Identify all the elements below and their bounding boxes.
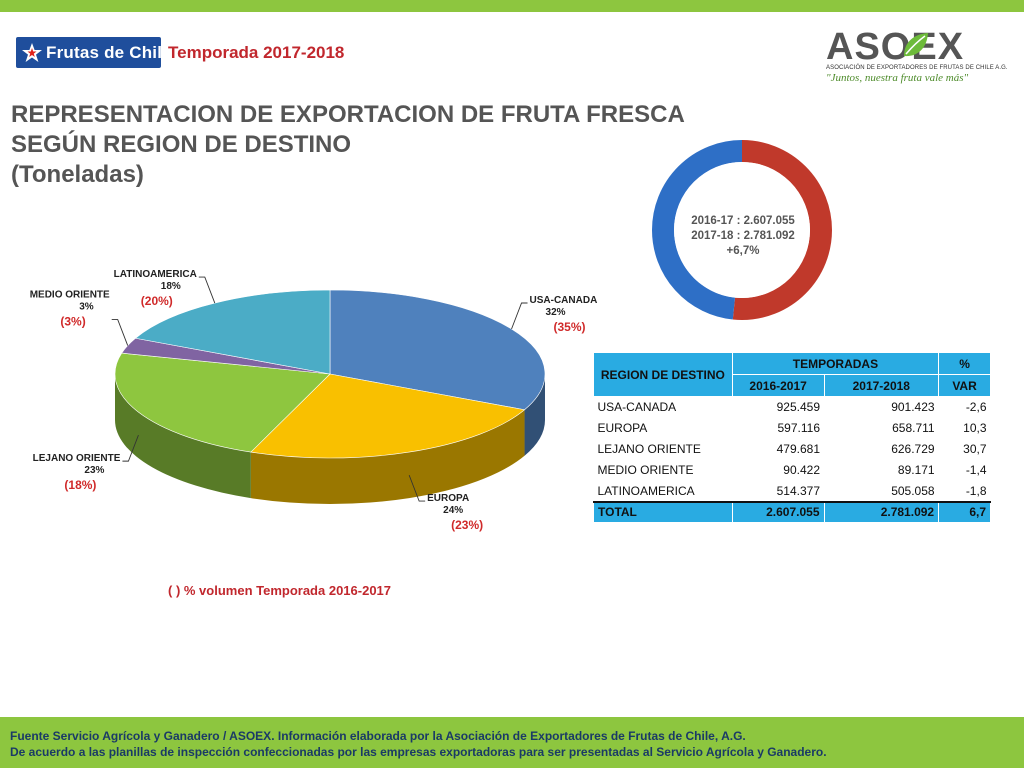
cell-region: USA-CANADA bbox=[597, 400, 677, 415]
table-total-row: TOTAL 2.607.055 2.781.092 6,7 bbox=[593, 500, 991, 523]
pie-label-latinoamerica: LATINOAMERICA bbox=[114, 269, 197, 280]
title-line-3: (Toneladas) bbox=[11, 161, 144, 188]
donut-summary: 2016-17 : 2.607.055 2017-18 : 2.781.092 … bbox=[648, 214, 838, 259]
header-var: VAR bbox=[938, 374, 991, 397]
cell-2017: 505.058 bbox=[891, 483, 935, 498]
cell-2016: 479.681 bbox=[776, 442, 820, 456]
table-row: EUROPA 597.116 658.711 10,3 bbox=[594, 418, 991, 439]
cell-region: LATINOAMERICA bbox=[597, 483, 695, 498]
leaf-icon bbox=[904, 33, 928, 57]
donut-hole bbox=[674, 162, 810, 298]
footer-source: Fuente Servicio Agrícola y Ganadero / AS… bbox=[10, 729, 746, 743]
pie-value-usa-canada: 32% bbox=[546, 307, 566, 318]
pie-previous-latinoamerica: (20%) bbox=[141, 294, 173, 308]
cell-2017: 658.711 bbox=[892, 421, 935, 435]
table-row: MEDIO ORIENTE 90.422 89.171 -1,4 bbox=[594, 460, 991, 481]
cell-2016: 925.459 bbox=[776, 400, 820, 415]
pie-slice-usa-canada bbox=[329, 289, 546, 411]
pie-previous-medio-oriente: (3%) bbox=[60, 315, 85, 329]
header-2017: 2017-2018 bbox=[823, 374, 940, 397]
cell-2016: 90.422 bbox=[783, 463, 820, 477]
cell-2016: 597.116 bbox=[777, 421, 821, 435]
pie-value-lejano-oriente: 23% bbox=[84, 465, 104, 476]
asoex-subtitle: ASOCIACIÓN DE EXPORTADORES DE FRUTAS DE … bbox=[826, 65, 1008, 71]
frutas-de-chile-logo: Frutas de Chile bbox=[16, 37, 161, 68]
season-donut-chart bbox=[652, 140, 832, 320]
cell-var: -1,4 bbox=[965, 463, 987, 477]
cell-var: -1,8 bbox=[965, 483, 987, 498]
table-row: LATINOAMERICA 514.377 505.058 -1,8 bbox=[594, 481, 991, 502]
region-table: REGION DE DESTINO TEMPORADAS % 2016-2017… bbox=[593, 352, 991, 523]
pie-leader-line bbox=[122, 434, 139, 462]
header-2016: 2016-2017 bbox=[731, 374, 825, 397]
pie-value-latinoamerica: 18% bbox=[161, 281, 181, 292]
pie-slice-europa bbox=[250, 373, 526, 459]
asoex-logo: ASOEX ASOCIACIÓN DE EXPORTADORES DE FRUT… bbox=[822, 26, 1008, 90]
page-title: REPRESENTACION DE EXPORTACION DE FRUTA F… bbox=[11, 100, 685, 190]
pie-value-medio-oriente: 3% bbox=[79, 302, 94, 313]
footer: Fuente Servicio Agrícola y Ganadero / AS… bbox=[0, 717, 1024, 768]
pie-label-europa: EUROPA bbox=[427, 493, 469, 504]
brand-text: Frutas de Chile bbox=[46, 43, 161, 62]
top-bar bbox=[0, 0, 1024, 12]
table-row: LEJANO ORIENTE 479.681 626.729 30,7 bbox=[594, 439, 991, 460]
cell-2016: 514.377 bbox=[776, 483, 820, 498]
star-icon bbox=[22, 43, 42, 62]
footer-note: De acuerdo a las planillas de inspección… bbox=[10, 745, 827, 759]
donut-segment-2016-17 bbox=[652, 140, 832, 320]
title-line-2: SEGÚN REGION DE DESTINO bbox=[11, 131, 352, 158]
table-row: USA-CANADA 925.459 901.423 -2,6 bbox=[594, 397, 991, 418]
cell-var: 30,7 bbox=[963, 442, 987, 456]
volume-note: ( ) % volumen Temporada 2016-2017 bbox=[168, 583, 392, 598]
cell-region: MEDIO ORIENTE bbox=[597, 463, 694, 477]
asoex-wordmark: ASOEX bbox=[826, 26, 965, 68]
total-region: TOTAL bbox=[593, 500, 733, 523]
total-2016: 2.607.055 bbox=[731, 500, 825, 523]
total-2017: 2.781.092 bbox=[823, 500, 940, 523]
pie-leader-line bbox=[511, 302, 528, 330]
cell-region: LEJANO ORIENTE bbox=[597, 442, 701, 456]
header-seasons: TEMPORADAS bbox=[731, 352, 940, 375]
title-line-1: REPRESENTACION DE EXPORTACION DE FRUTA F… bbox=[11, 101, 685, 128]
pie-leader-line bbox=[198, 276, 216, 304]
cell-2017: 626.729 bbox=[891, 442, 935, 456]
cell-var: -2,6 bbox=[965, 400, 987, 415]
header-pct: % bbox=[938, 352, 991, 375]
donut-line-2017: 2017-18 : 2.781.092 bbox=[691, 230, 795, 242]
header-region: REGION DE DESTINO bbox=[593, 352, 733, 397]
pie-label-lejano-oriente: LEJANO ORIENTE bbox=[33, 453, 121, 464]
donut-line-variation: +6,7% bbox=[726, 245, 760, 257]
cell-var: 10,3 bbox=[963, 421, 987, 435]
cell-2017: 901.423 bbox=[891, 400, 935, 415]
pie-label-usa-canada: USA-CANADA bbox=[530, 295, 598, 306]
cell-2017: 89.171 bbox=[897, 463, 935, 477]
pie-previous-europa: (23%) bbox=[451, 518, 483, 532]
pie-value-europa: 24% bbox=[443, 505, 463, 516]
pie-previous-lejano-oriente: (18%) bbox=[64, 478, 96, 492]
pie-side-lejano-oriente bbox=[115, 374, 251, 499]
pie-side-usa-canada bbox=[524, 374, 545, 456]
pie-label-medio-oriente: MEDIO ORIENTE bbox=[30, 290, 110, 301]
pie-slice-lejano-oriente bbox=[114, 352, 331, 453]
cell-region: EUROPA bbox=[597, 421, 648, 435]
pie-slice-latinoamerica bbox=[134, 289, 331, 375]
pie-leader-line bbox=[111, 319, 129, 346]
donut-line-2016: 2016-17 : 2.607.055 bbox=[691, 215, 795, 227]
pie-leader-line bbox=[408, 474, 426, 502]
pie-previous-usa-canada: (35%) bbox=[554, 320, 586, 334]
pie-side-europa bbox=[250, 409, 525, 504]
season-label: Temporada 2017-2018 bbox=[168, 43, 345, 62]
asoex-tagline: "Juntos, nuestra fruta vale más" bbox=[826, 72, 969, 84]
total-var: 6,7 bbox=[938, 500, 991, 523]
